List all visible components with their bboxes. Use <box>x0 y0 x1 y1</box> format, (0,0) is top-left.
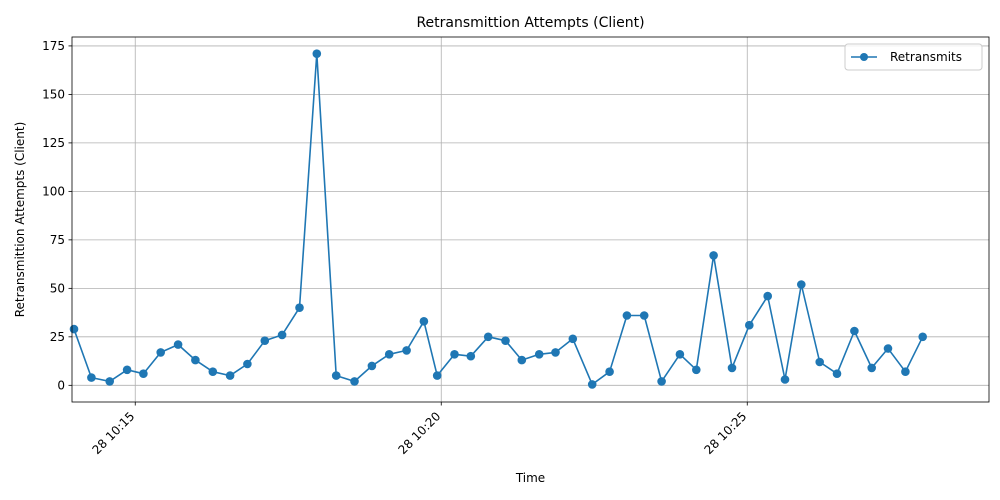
data-point <box>639 311 649 320</box>
data-point <box>312 49 322 58</box>
x-tick-label: 28 10:20 <box>396 409 444 457</box>
data-point <box>208 367 218 377</box>
y-tick-label: 75 <box>50 233 65 247</box>
y-tick-label: 100 <box>42 184 65 198</box>
data-point <box>122 365 132 375</box>
data-point <box>622 311 632 320</box>
y-axis-label: Retransmittion Attempts (Client) <box>13 122 27 318</box>
data-point <box>243 359 252 369</box>
data-point <box>867 363 876 373</box>
data-point <box>402 346 411 355</box>
data-point <box>331 371 341 380</box>
axis-ticks: 0 25 50 75 100 125 150 175 28 10:15 28 10:20 28 10… <box>42 39 749 457</box>
plot-frame <box>71 36 990 403</box>
legend-box <box>844 43 983 71</box>
data-point <box>450 350 459 359</box>
data-point <box>901 367 910 377</box>
data-point <box>675 350 685 359</box>
data-point <box>501 336 510 346</box>
y-tick-label: 25 <box>50 330 65 344</box>
series-line-retransmits <box>73 52 924 386</box>
data-point <box>727 363 737 373</box>
data-point <box>832 369 842 379</box>
data-point <box>605 367 614 377</box>
data-point <box>173 340 183 349</box>
data-point <box>225 371 235 380</box>
legend-entry-retransmits: Retransmits <box>890 50 962 64</box>
data-point <box>587 380 597 389</box>
data-point <box>260 336 270 346</box>
y-tick-label: 150 <box>42 87 65 101</box>
data-point <box>367 361 377 371</box>
y-tick-label: 175 <box>42 39 65 53</box>
data-point <box>763 291 772 301</box>
data-point <box>191 355 200 365</box>
data-point <box>139 369 148 379</box>
data-point <box>780 375 790 384</box>
data-point <box>657 377 666 386</box>
y-tick-label: 0 <box>57 378 65 392</box>
y-tick-label: 50 <box>50 281 65 295</box>
y-tick-label: 125 <box>42 136 65 150</box>
data-point <box>517 355 527 365</box>
data-point <box>568 334 578 344</box>
legend-marker <box>860 53 868 61</box>
chart-title: Retransmittion Attempts (Client) <box>416 15 644 31</box>
data-point <box>466 351 476 361</box>
data-point <box>815 357 824 367</box>
data-point <box>850 326 859 336</box>
data-point <box>883 344 893 353</box>
legend: Retransmits <box>844 43 983 71</box>
data-point <box>87 373 96 382</box>
data-point <box>350 377 359 386</box>
data-point <box>797 280 806 289</box>
data-point <box>918 332 927 342</box>
data-point <box>384 350 394 359</box>
data-point <box>295 303 304 313</box>
series-layer <box>69 49 927 389</box>
data-point <box>709 251 718 260</box>
data-point <box>483 332 493 342</box>
data-point <box>534 350 544 359</box>
data-point <box>551 348 560 357</box>
data-point <box>105 377 114 386</box>
data-point <box>745 320 754 330</box>
data-point <box>692 365 701 375</box>
x-axis-label: Time <box>515 471 545 485</box>
grid-lines <box>72 37 989 402</box>
data-point <box>277 330 287 340</box>
x-tick-label: 28 10:15 <box>90 409 138 457</box>
data-point <box>419 317 429 326</box>
data-point <box>69 324 79 334</box>
data-point <box>432 371 442 380</box>
data-point <box>156 348 165 357</box>
x-tick-label: 28 10:25 <box>702 409 750 457</box>
